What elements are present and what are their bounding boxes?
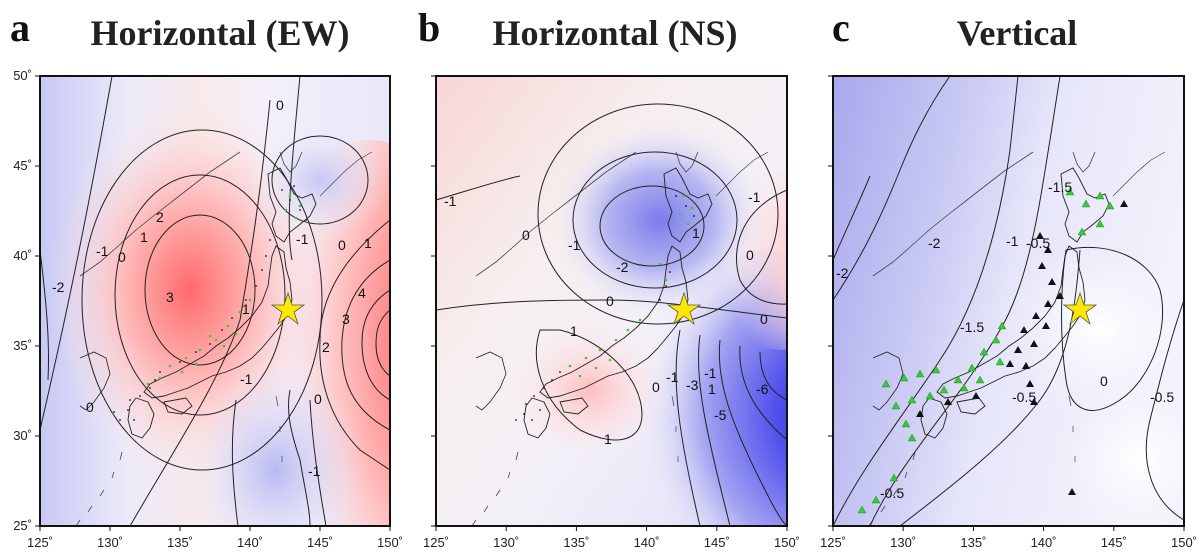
contour-label: -0.5 (880, 485, 904, 501)
panel-c-map: -1.5 -2 -2 -1 -0.5 -1.5 -0.5 0 -0.5 -0.5 (832, 75, 1185, 527)
lat-tick-label: 35˚ (13, 338, 32, 353)
lon-tick-label: 130˚ (97, 535, 123, 550)
contour-label: -0.5 (1026, 235, 1050, 251)
lat-tick-label: 40˚ (13, 248, 32, 263)
panel-c-title: Vertical (956, 13, 1078, 53)
panel-b-letter: b (418, 5, 441, 50)
contour-label: 0 (522, 227, 530, 243)
lat-tick-label: 30˚ (13, 428, 32, 443)
lon-tick-label: 150˚ (1171, 535, 1197, 550)
contour-label: 0 (652, 379, 660, 395)
contour-label: 1 (708, 381, 716, 397)
contour-label: -1 (1006, 233, 1019, 249)
contour-label: -1 (296, 231, 309, 247)
contour-label: 0 (118, 249, 126, 265)
contour-label: 3 (166, 289, 174, 305)
contour-label: 1 (242, 301, 250, 317)
contour-label: 0 (314, 391, 322, 407)
contour-label: -0.5 (1012, 389, 1036, 405)
contour-label: 0 (276, 97, 284, 113)
contour-label: -1.5 (1048, 179, 1072, 195)
lon-tick-label: 145˚ (704, 535, 730, 550)
contour-label: 1 (604, 431, 612, 447)
contour-label: -1 (240, 371, 253, 387)
contour-label: 3 (342, 311, 350, 327)
contour-label: -0.5 (1150, 389, 1174, 405)
contour-label: -5 (714, 407, 727, 423)
contour-label: -1.5 (960, 319, 984, 335)
lon-tick-label: 140˚ (237, 535, 263, 550)
lat-tick-label: 25˚ (13, 518, 32, 533)
panel-b-map: -1 0 -1 -2 1 0 0 1 1 0 -1 -1 -3 -5 -6 0 … (435, 75, 788, 527)
panel-a-map: 0 1 2 3 -1 -2 0 1 0 -1 1 2 3 4 0 -1 0 -1 (39, 75, 391, 527)
panel-a-title: Horizontal (EW) (90, 13, 350, 53)
contour-label: -1 (666, 369, 679, 385)
contour-label: -2 (836, 265, 849, 281)
contour-label: -1 (568, 237, 581, 253)
lon-tick-label: 140˚ (634, 535, 660, 550)
contour-label: 0 (1100, 373, 1108, 389)
panel-a-letter: a (10, 5, 30, 50)
lon-tick-label: 135˚ (960, 535, 986, 550)
contour-label: 0 (760, 311, 768, 327)
contour-label: 1 (364, 235, 372, 251)
panel-b-title: Horizontal (NS) (492, 13, 738, 53)
contour-label: 0 (338, 237, 346, 253)
lon-tick-label: 150˚ (774, 535, 800, 550)
contour-label: -1 (444, 193, 457, 209)
contour-label: -6 (756, 381, 769, 397)
contour-label: 4 (358, 285, 366, 301)
contour-label: -1 (96, 243, 109, 259)
contour-label: 1 (140, 229, 148, 245)
lon-tick-label: 130˚ (890, 535, 916, 550)
lon-tick-label: 135˚ (167, 535, 193, 550)
lon-tick-label: 125˚ (27, 535, 53, 550)
lon-tick-label: 135˚ (563, 535, 589, 550)
contour-label: -3 (686, 377, 699, 393)
contour-label: 0 (746, 247, 754, 263)
lon-tick-label: 130˚ (493, 535, 519, 550)
lon-tick-label: 145˚ (1101, 535, 1127, 550)
panel-c-letter: c (832, 5, 850, 50)
contour-label: -1 (748, 189, 761, 205)
lat-tick-label: 45˚ (13, 158, 32, 173)
contour-label: 0 (86, 399, 94, 415)
lon-tick-label: 150˚ (377, 535, 403, 550)
lon-tick-label: 125˚ (820, 535, 846, 550)
contour-label: -2 (52, 279, 65, 295)
lat-tick-label: 50˚ (13, 68, 32, 83)
contour-label: 1 (692, 225, 700, 241)
lon-tick-label: 145˚ (307, 535, 333, 550)
contour-label: 2 (322, 339, 330, 355)
contour-label: -2 (928, 235, 941, 251)
lon-tick-label: 140˚ (1031, 535, 1057, 550)
contour-label: -1 (704, 365, 717, 381)
contour-label: 1 (570, 323, 578, 339)
contour-label: -1 (308, 463, 321, 479)
contour-label: 0 (606, 293, 614, 309)
lon-tick-label: 125˚ (423, 535, 449, 550)
contour-label: -2 (616, 259, 629, 275)
contour-label: 2 (156, 209, 164, 225)
